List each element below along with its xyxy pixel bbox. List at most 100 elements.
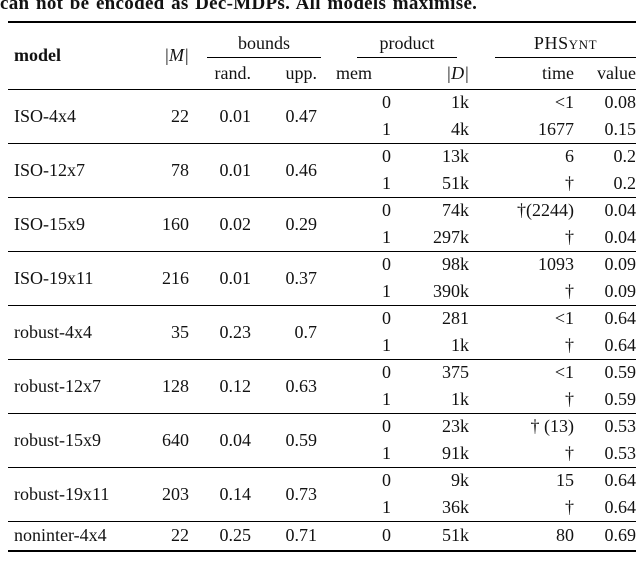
cell-m-count: 78 <box>147 142 189 197</box>
cell-mem: 1 <box>382 334 392 355</box>
cell-m-count: 22 <box>147 88 189 143</box>
cell-value: 0.64 <box>604 496 637 517</box>
cell-m-count: 22 <box>147 520 189 551</box>
cell-mem: 0 <box>317 304 392 332</box>
cell-model: noninter-4x4 <box>8 520 147 551</box>
cell-mem: 0 <box>317 358 392 386</box>
cell-time: <1 <box>469 358 575 386</box>
table-row: ISO-19x11 216 0.01 0.37 0 98k 1093 0.09 <box>8 250 637 305</box>
col-header-model: model <box>14 45 61 66</box>
cell-mem: 0 <box>317 466 392 494</box>
cell-d-count: 74k <box>391 196 470 224</box>
cell-d-count: 1k <box>391 88 470 116</box>
cell-m-count: 35 <box>147 304 189 359</box>
cell-value: 0.64 <box>574 466 637 494</box>
table-subrow: 1 91k † 0.53 <box>8 440 636 467</box>
cell-value: 0.08 <box>574 88 637 116</box>
cell-upp: 0.63 <box>251 358 318 413</box>
cell-rand: 0.02 <box>189 196 251 251</box>
cell-time: 1677 <box>538 118 575 139</box>
group-header-product: product <box>317 22 469 58</box>
cell-value: 0.53 <box>574 412 637 440</box>
cell-d-count: 4k <box>451 118 470 139</box>
cell-mem: 0 <box>317 250 392 278</box>
cell-upp: 0.29 <box>251 196 318 251</box>
cell-upp: 0.47 <box>251 88 318 143</box>
group-header-phsynt-label: PHSynt <box>533 33 598 53</box>
table-body: ISO-4x4 22 0.01 0.47 0 1k <1 0.08 1 4k 1… <box>8 88 637 551</box>
cell-mem: 1 <box>382 226 392 247</box>
cell-time: † <box>565 496 575 517</box>
cell-time: † <box>565 388 575 409</box>
cell-value: 0.53 <box>604 442 637 463</box>
cell-value: 0.64 <box>604 334 637 355</box>
cell-rand: 0.01 <box>189 88 251 143</box>
cell-mem: 0 <box>317 412 392 440</box>
cell-mem: 1 <box>382 388 392 409</box>
table-row: robust-12x7 128 0.12 0.63 0 375 <1 0.59 <box>8 358 637 413</box>
cell-model: ISO-15x9 <box>8 196 147 251</box>
cell-m-count: 216 <box>147 250 189 305</box>
cell-upp: 0.73 <box>251 466 318 521</box>
cell-rand: 0.12 <box>189 358 251 413</box>
cell-value: 0.15 <box>604 118 637 139</box>
cell-upp: 0.7 <box>251 304 318 359</box>
cell-time: † <box>565 280 575 301</box>
cell-d-count: 51k <box>391 520 470 551</box>
table-subrow: 1 1k † 0.64 <box>8 332 636 359</box>
cell-model: ISO-12x7 <box>8 142 147 197</box>
table-row: noninter-4x4 22 0.25 0.71 0 51k 80 0.69 <box>8 520 637 551</box>
cell-d-count: 1k <box>451 334 470 355</box>
cell-d-count: 1k <box>451 388 470 409</box>
cell-d-count: 281 <box>391 304 470 332</box>
cell-mem: 0 <box>317 196 392 224</box>
col-header-time: time <box>469 58 575 90</box>
cell-rand: 0.04 <box>189 412 251 467</box>
cell-value: 0.59 <box>604 388 637 409</box>
cell-value: 0.04 <box>604 226 637 247</box>
cell-time: 80 <box>469 520 575 551</box>
cell-mem: 0 <box>317 142 392 170</box>
table-subrow: 1 1k † 0.59 <box>8 386 636 413</box>
cell-d-count: 36k <box>442 496 470 517</box>
table-header: model |M| bounds product PHSynt rand. up… <box>8 22 637 90</box>
cell-d-count: 390k <box>433 280 470 301</box>
table-row: robust-4x4 35 0.23 0.7 0 281 <1 0.64 <box>8 304 637 359</box>
cell-upp: 0.46 <box>251 142 318 197</box>
cell-time: † <box>565 226 575 247</box>
group-header-product-label: product <box>379 33 435 53</box>
cell-time: †(2244) <box>469 196 575 224</box>
cell-upp: 0.71 <box>251 520 318 551</box>
cell-upp: 0.59 <box>251 412 318 467</box>
results-table: model |M| bounds product PHSynt rand. up… <box>8 21 637 552</box>
cell-time: † <box>565 334 575 355</box>
cell-m-count: 203 <box>147 466 189 521</box>
cell-mem: 1 <box>382 118 392 139</box>
cell-model: robust-19x11 <box>8 466 147 521</box>
cell-m-count: 160 <box>147 196 189 251</box>
cell-m-count: 128 <box>147 358 189 413</box>
cell-value: 0.2 <box>574 142 637 170</box>
col-header-value: value <box>574 58 637 90</box>
cell-rand: 0.25 <box>189 520 251 551</box>
cell-mem: 1 <box>382 442 392 463</box>
cell-time: 6 <box>469 142 575 170</box>
table-subrow: 1 390k † 0.09 <box>8 278 636 305</box>
cell-rand: 0.01 <box>189 250 251 305</box>
cell-mem: 0 <box>317 88 392 116</box>
cell-d-count: 91k <box>442 442 470 463</box>
cell-time: <1 <box>469 88 575 116</box>
cell-time: † <box>565 442 575 463</box>
cell-rand: 0.14 <box>189 466 251 521</box>
cell-time: † <box>565 172 575 193</box>
cell-time: † (13) <box>469 412 575 440</box>
cell-value: 0.64 <box>574 304 637 332</box>
col-header-upp: upp. <box>251 58 318 90</box>
cell-value: 0.2 <box>613 172 637 193</box>
cell-d-count: 98k <box>391 250 470 278</box>
table-subrow: 1 4k 1677 0.15 <box>8 116 636 143</box>
cell-time: <1 <box>469 304 575 332</box>
cell-model: robust-15x9 <box>8 412 147 467</box>
caption-text: can not be encoded as Dec-MDPs. All mode… <box>0 0 478 14</box>
cell-value: 0.59 <box>574 358 637 386</box>
